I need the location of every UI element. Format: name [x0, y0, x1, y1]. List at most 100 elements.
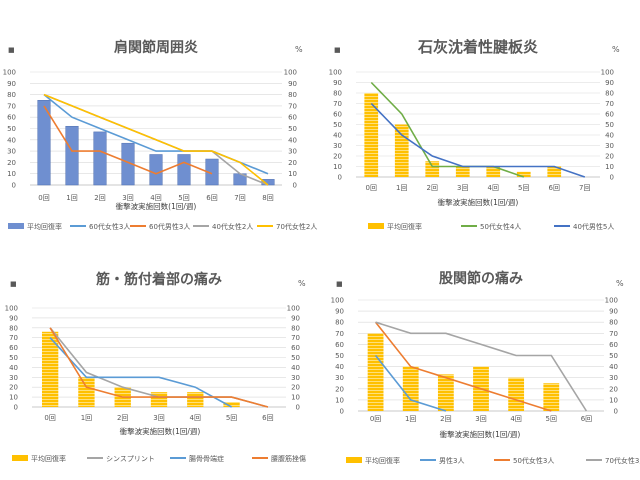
y-tick-right: 80 [291, 324, 300, 332]
y-tick-left: 10 [9, 394, 18, 402]
bar [37, 100, 51, 186]
y-tick-right: 0 [296, 404, 300, 412]
y-tick-right: 40 [291, 364, 300, 372]
x-tick-label: 0回 [370, 415, 381, 423]
bar [367, 333, 384, 411]
y-tick-right: 50 [291, 354, 300, 362]
y-tick-right: 10 [609, 396, 618, 404]
series-line [43, 105, 213, 175]
bar [177, 154, 191, 186]
y-tick-right: 80 [609, 319, 618, 327]
legend-label: 50代女性3人 [513, 456, 554, 465]
x-tick-label: 2回 [427, 184, 438, 192]
series-line [375, 321, 588, 412]
y-tick-left: 10 [335, 396, 344, 404]
y-axis-unit-right: % [616, 279, 624, 288]
y-tick-left: 70 [7, 102, 16, 110]
y-axis-unit-right: % [295, 45, 303, 54]
x-tick-label: 0回 [366, 184, 377, 192]
y-tick-left: 90 [7, 80, 16, 88]
bar [486, 166, 501, 177]
bar [516, 171, 531, 177]
chart-title: 股関節の痛み [439, 270, 523, 287]
y-tick-left: 100 [5, 305, 18, 313]
y-tick-left: 50 [7, 125, 16, 133]
bar [425, 161, 440, 177]
x-tick-label: 6回 [581, 415, 592, 423]
y-tick-right: 50 [288, 125, 297, 133]
y-tick-left: 40 [333, 132, 342, 140]
x-tick-label: 5回 [518, 184, 529, 192]
y-tick-right: 30 [291, 374, 300, 382]
y-tick-left: 20 [335, 385, 344, 393]
y-tick-right: 10 [288, 170, 297, 178]
y-tick-right: 50 [609, 352, 618, 360]
chart-group: 肩関節周囲炎 ■ % 0 0 10 10 20 20 30 30 40 40 50 50 60 60 70 70 80… [3, 39, 318, 231]
y-tick-left: 40 [7, 136, 16, 144]
bar [150, 392, 168, 407]
legend-label: 40代女性2人 [212, 222, 253, 231]
bar [78, 377, 95, 407]
chart-svg-hip: 股関節の痛み ■ % 0 0 10 10 20 20 30 30 40 40 50 50 60 60 70 70 80… [331, 270, 640, 465]
x-tick-label: 5回 [178, 194, 189, 202]
x-tick-label: 1回 [396, 184, 407, 192]
chart-title: 筋・筋付着部の痛み [96, 271, 222, 288]
series-line [374, 321, 552, 412]
legend-label: 腰腹筋挫傷 [271, 454, 306, 463]
y-axis-unit-left: ■ [8, 46, 15, 54]
y-tick-right: 50 [605, 121, 614, 129]
y-tick-right: 0 [614, 408, 618, 416]
x-tick-label: 3回 [475, 415, 486, 423]
y-tick-left: 30 [7, 148, 16, 156]
y-tick-right: 100 [605, 297, 618, 305]
legend-swatch-bar [346, 457, 362, 463]
bar [455, 166, 470, 177]
y-tick-left: 0 [12, 182, 16, 190]
y-tick-right: 100 [284, 69, 297, 77]
chart-title: 肩関節周囲炎 [114, 39, 198, 56]
y-tick-right: 0 [293, 182, 297, 190]
y-tick-left: 10 [7, 170, 16, 178]
chart-title: 石灰沈着性腱板炎 [417, 38, 538, 56]
y-tick-left: 80 [333, 90, 342, 98]
x-tick-label: 6回 [549, 184, 560, 192]
bar [65, 125, 79, 186]
y-tick-right: 70 [291, 334, 300, 342]
x-tick-label: 5回 [226, 414, 237, 422]
chart-group: 股関節の痛み ■ % 0 0 10 10 20 20 30 30 40 40 50 50 60 60 70 70 80… [331, 270, 640, 465]
y-tick-left: 10 [333, 163, 342, 171]
x-tick-label: 3回 [457, 184, 468, 192]
y-tick-left: 100 [331, 297, 344, 305]
bar [508, 377, 525, 411]
chart-group: 筋・筋付着部の痛み ■ % 0 0 10 10 20 20 30 30 40 40 50 50 60 60 70 7… [5, 271, 306, 463]
y-tick-left: 60 [7, 114, 16, 122]
y-tick-left: 100 [329, 69, 342, 77]
y-tick-right: 30 [288, 148, 297, 156]
series-line [49, 327, 269, 408]
y-tick-right: 90 [291, 314, 300, 322]
x-tick-label: 6回 [206, 194, 217, 202]
series-line [43, 93, 269, 186]
y-tick-right: 70 [605, 100, 614, 108]
y-axis-unit-left: ■ [10, 280, 17, 288]
y-tick-right: 80 [605, 90, 614, 98]
x-tick-label: 4回 [488, 184, 499, 192]
x-tick-label: 1回 [405, 415, 416, 423]
legend-label: シンスプリント [106, 455, 155, 463]
y-tick-left: 0 [14, 404, 18, 412]
y-tick-right: 0 [610, 174, 614, 182]
y-tick-left: 90 [333, 79, 342, 87]
y-tick-right: 80 [288, 91, 297, 99]
y-axis-unit-right: % [298, 279, 306, 288]
legend-label: 60代女性3人 [89, 222, 130, 231]
x-tick-label: 7回 [579, 184, 590, 192]
series-line [370, 81, 525, 178]
legend-swatch-bar [8, 223, 24, 229]
legend-label: 平均回復率 [365, 456, 400, 465]
y-tick-right: 10 [605, 163, 614, 171]
y-tick-left: 40 [335, 363, 344, 371]
y-tick-left: 30 [333, 142, 342, 150]
y-tick-left: 40 [9, 364, 18, 372]
y-tick-left: 50 [335, 352, 344, 360]
legend-label: 平均回復率 [387, 222, 422, 231]
